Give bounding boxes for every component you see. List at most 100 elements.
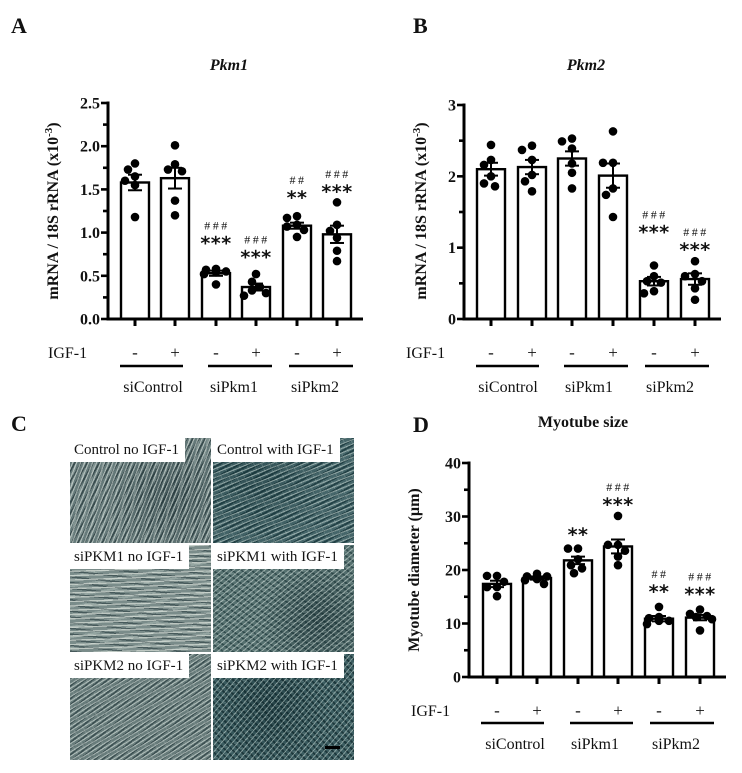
micrograph-sipkm2-with-igf1: siPKM2 with IGF-1	[213, 654, 354, 760]
significance-hashes: ###	[325, 167, 351, 181]
igf1-sign: -	[132, 343, 138, 362]
micrograph-label: siPKM1 with IGF-1	[213, 545, 344, 569]
bar	[556, 157, 588, 321]
data-point	[282, 222, 292, 231]
panel-letter: A	[11, 13, 27, 38]
error-bar	[525, 158, 539, 176]
y-tick-label: 10	[445, 616, 461, 633]
data-point	[499, 577, 509, 587]
data-point	[527, 187, 537, 196]
data-point	[680, 271, 690, 281]
y-tick-label: 0.5	[80, 268, 100, 285]
group-label: siControl	[123, 379, 183, 396]
error-bar	[290, 221, 304, 230]
igf1-sign: +	[613, 701, 623, 720]
error-bar	[611, 538, 625, 555]
group-label: siPkm2	[291, 379, 339, 396]
data-point	[695, 605, 705, 614]
y-axis-title-end: )	[45, 122, 62, 127]
data-point	[239, 291, 249, 300]
group-label: siControl	[478, 379, 538, 396]
data-point	[492, 591, 502, 601]
data-points	[479, 127, 707, 305]
bar	[475, 167, 507, 321]
data-point	[642, 619, 652, 629]
significance-hashes: ###	[204, 219, 230, 233]
error-bar	[565, 150, 579, 167]
igf1-sign: +	[608, 343, 618, 362]
y-tick-label: 1.5	[80, 182, 100, 199]
significance-stars: ***	[679, 239, 710, 261]
data-point	[601, 190, 611, 200]
significance-hashes: ###	[244, 232, 270, 246]
group-label: siPkm1	[571, 736, 619, 753]
data-point	[482, 582, 492, 592]
chart-title: Pkm1	[209, 57, 248, 74]
error-bar	[330, 224, 344, 244]
data-point	[613, 560, 623, 570]
data-point	[563, 544, 573, 553]
group-label: siPkm1	[210, 379, 258, 396]
bars	[119, 176, 353, 321]
data-point	[292, 211, 302, 221]
data-points	[482, 511, 717, 635]
significance-stars: **	[287, 187, 308, 209]
igf1-sign: +	[332, 343, 342, 362]
igf1-sign: -	[656, 701, 662, 720]
bar	[638, 279, 670, 321]
igf1-sign: +	[695, 701, 705, 720]
y-axis-title-text: Myotube diameter (µm)	[406, 488, 423, 652]
group-label: siPkm1	[565, 379, 613, 396]
y-tick-label: 20	[445, 563, 461, 580]
panel-letter-c: C	[11, 411, 27, 436]
data-point	[603, 540, 613, 550]
data-point	[608, 212, 618, 222]
micrograph-label: siPKM2 with IGF-1	[213, 654, 344, 678]
data-point	[332, 198, 342, 207]
y-tick-label: 0	[448, 312, 456, 329]
error-bars	[484, 150, 702, 287]
data-point	[211, 280, 221, 289]
micrograph-control-no-igf1: Control no IGF-1	[70, 438, 211, 543]
data-point	[332, 256, 342, 266]
igf1-sign: -	[569, 343, 575, 362]
error-bar	[484, 161, 498, 177]
error-bar	[652, 615, 666, 623]
y-axis-title: mRNA / 18S rRNA (x10-3)	[411, 122, 430, 299]
micrograph-sipkm1-with-igf1: siPKM1 with IGF-1	[213, 545, 354, 652]
micrograph-label: siPKM1 no IGF-1	[70, 545, 190, 569]
error-bar	[693, 613, 707, 622]
data-point	[520, 575, 530, 585]
scale-bar	[325, 746, 340, 749]
group-label: siPkm2	[652, 736, 700, 753]
data-point	[649, 286, 659, 296]
igf1-sign: +	[527, 343, 537, 362]
data-point	[199, 269, 209, 279]
micrograph-control-with-igf1: Control with IGF-1	[213, 438, 354, 543]
significance-stars: **	[649, 581, 670, 603]
data-point	[639, 289, 649, 298]
data-point	[520, 177, 530, 186]
igf1-sign: +	[532, 701, 542, 720]
data-point	[557, 137, 567, 146]
data-point	[123, 165, 133, 174]
error-bar	[249, 282, 263, 292]
data-point	[490, 182, 500, 191]
data-point	[170, 141, 180, 150]
data-point	[170, 196, 180, 205]
data-point	[567, 168, 577, 178]
bar	[562, 559, 594, 679]
data-point	[130, 159, 140, 168]
panel-letter: B	[413, 13, 428, 38]
y-axis-title-text: mRNA / 18S rRNA (x10	[413, 137, 430, 300]
error-bar	[209, 269, 223, 277]
significance-stars: ***	[240, 246, 271, 268]
data-point	[482, 571, 492, 581]
group-label: siPkm2	[646, 379, 694, 396]
igf1-sign: +	[170, 343, 180, 362]
data-point	[177, 166, 187, 176]
bar	[521, 576, 553, 679]
y-tick-label: 3	[448, 98, 456, 115]
error-bar	[647, 275, 661, 287]
